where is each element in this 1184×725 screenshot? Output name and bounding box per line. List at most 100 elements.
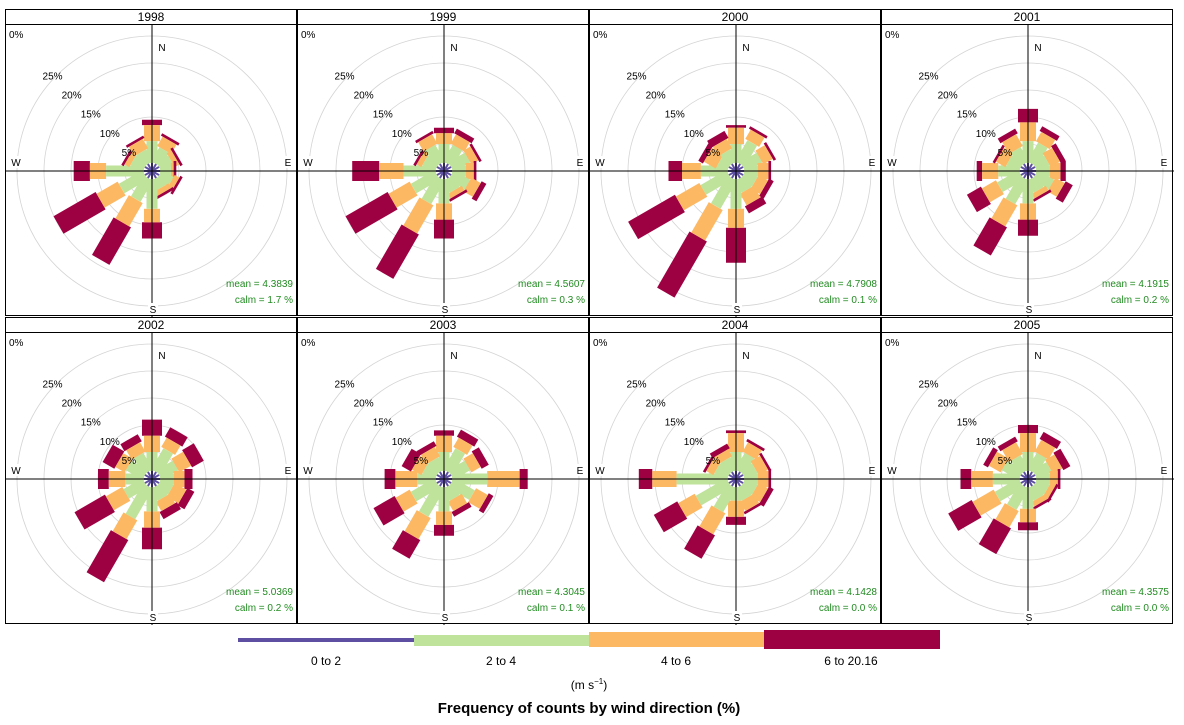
rose-segment	[731, 163, 737, 172]
rose-segment	[714, 463, 732, 480]
rose-segment	[712, 138, 733, 157]
rose-segment	[750, 455, 769, 476]
rose-segment	[684, 525, 715, 559]
wind-rose-panel: 2002 N E S W 0% 5% 10% 15% 20% 25% mean = 5.0369 cal…	[5, 317, 298, 625]
rose-segment	[1034, 439, 1056, 460]
compass-label: E	[1161, 158, 1168, 169]
mean-label: mean = 4.7908	[810, 279, 877, 290]
calm-label: calm = 0.0 %	[819, 603, 877, 614]
compass-label: N	[158, 351, 165, 362]
radial-tick-label: 10%	[392, 437, 412, 448]
radial-tick-label: 25%	[627, 72, 647, 83]
compass-label-bg	[887, 464, 897, 476]
rose-segment	[160, 133, 180, 146]
rose-segment	[121, 147, 134, 167]
rose-segment	[728, 166, 737, 172]
radial-tick-label: 0%	[301, 338, 316, 349]
rose-segment	[454, 128, 475, 144]
calm-label: calm = 0.2 %	[1111, 295, 1169, 306]
units-text: (m s	[570, 678, 595, 692]
rose-segment	[978, 518, 1011, 555]
rose-segment	[443, 163, 449, 172]
rose-segment	[53, 192, 106, 234]
rose-segment	[735, 140, 757, 167]
rose-segment	[92, 217, 131, 265]
rose-segment	[1032, 170, 1055, 190]
rose-segment	[1039, 431, 1061, 449]
rose-segment	[416, 150, 430, 168]
compass-label-bg	[867, 156, 877, 168]
wind-rose-plot: N E S W 0% 5%10% 15% 20% 25% mean = 4.7908 calm = …	[590, 25, 882, 317]
rose-segment	[463, 177, 481, 197]
legend-label-2-4: 2 to 4	[485, 654, 517, 668]
rose-segment	[112, 512, 138, 540]
rose-segment	[1027, 142, 1048, 167]
rose-segment	[759, 452, 772, 472]
radial-tick-label: 15%	[373, 110, 393, 121]
radial-tick-label: 20%	[62, 399, 82, 410]
rose-segment	[728, 474, 737, 480]
radial-tick-label: 0%	[885, 30, 900, 41]
compass-label-bg	[732, 303, 742, 315]
legend-swatch-4-6	[589, 632, 765, 647]
rose-segment	[628, 194, 685, 240]
compass-label-bg	[449, 41, 459, 53]
compass-label: E	[577, 158, 584, 169]
rose-segment	[422, 155, 440, 172]
rose-segment	[151, 471, 157, 480]
compass-label: E	[1161, 466, 1168, 477]
rose-segment	[745, 129, 765, 147]
radial-tick-label: 20%	[354, 399, 374, 410]
radial-tick-label: 5%	[998, 148, 1013, 159]
legend-label-6-20: 6 to 20.16	[824, 654, 878, 668]
rose-segment	[170, 147, 183, 167]
radial-tick-label: 10%	[684, 129, 704, 140]
rose-segment	[763, 142, 777, 161]
rose-segment	[155, 493, 176, 512]
rose-segment	[981, 180, 1004, 203]
rose-segment	[743, 502, 763, 515]
rose-segment	[130, 155, 148, 172]
rose-segment	[1023, 163, 1029, 172]
compass-label: N	[158, 43, 165, 54]
panel-year-label: 1998	[6, 10, 296, 25]
radial-tick-label: 10%	[100, 129, 120, 140]
radial-tick-label: 10%	[392, 129, 412, 140]
rose-segment	[443, 170, 452, 176]
wind-rose-plot: N E S W 0% 5%10% 15% 20% 25% mean = 4.3575 calm = …	[882, 333, 1174, 625]
rose-segment	[983, 447, 998, 468]
rose-segment	[471, 447, 489, 469]
calm-label: calm = 0.2 %	[235, 603, 293, 614]
rose-segment	[156, 478, 174, 495]
panel-year-label: 2000	[590, 10, 880, 25]
radial-tick-label: 5%	[122, 456, 137, 467]
rose-segment	[720, 149, 737, 167]
rose-segment	[447, 493, 468, 512]
wind-rose-plot: N E S W 0% 5%10% 15% 20% 25% mean = 4.3045 calm = …	[298, 333, 590, 625]
rose-segment	[403, 197, 434, 234]
mean-label: mean = 4.3575	[1102, 587, 1169, 598]
rose-segment	[86, 530, 129, 583]
panel-year-label: 2005	[882, 318, 1172, 333]
rose-segment	[447, 185, 465, 199]
rose-segment	[759, 486, 774, 507]
wind-rose-plot: N E S W 0% 5%10% 15% 20% 25% mean = 4.1428 calm = …	[590, 333, 882, 625]
rose-segment	[1020, 166, 1029, 172]
compass-label-bg	[867, 464, 877, 476]
rose-segment	[1023, 170, 1029, 179]
rose-segment	[428, 457, 445, 475]
rose-segment	[1042, 147, 1061, 168]
rose-segment	[151, 147, 169, 167]
compass-label: S	[150, 305, 157, 316]
rose-segment	[159, 502, 181, 520]
rose-segment	[182, 443, 204, 468]
panel-year-label: 1999	[298, 10, 588, 25]
rose-segment	[144, 166, 153, 172]
rose-segment	[1027, 163, 1033, 172]
compass-label-bg	[887, 156, 897, 168]
rose-segment	[1011, 455, 1029, 475]
compass-label: N	[1034, 351, 1041, 362]
rose-segment	[1031, 493, 1049, 507]
radial-tick-label: 25%	[43, 380, 63, 391]
mean-label: mean = 4.3045	[518, 587, 585, 598]
